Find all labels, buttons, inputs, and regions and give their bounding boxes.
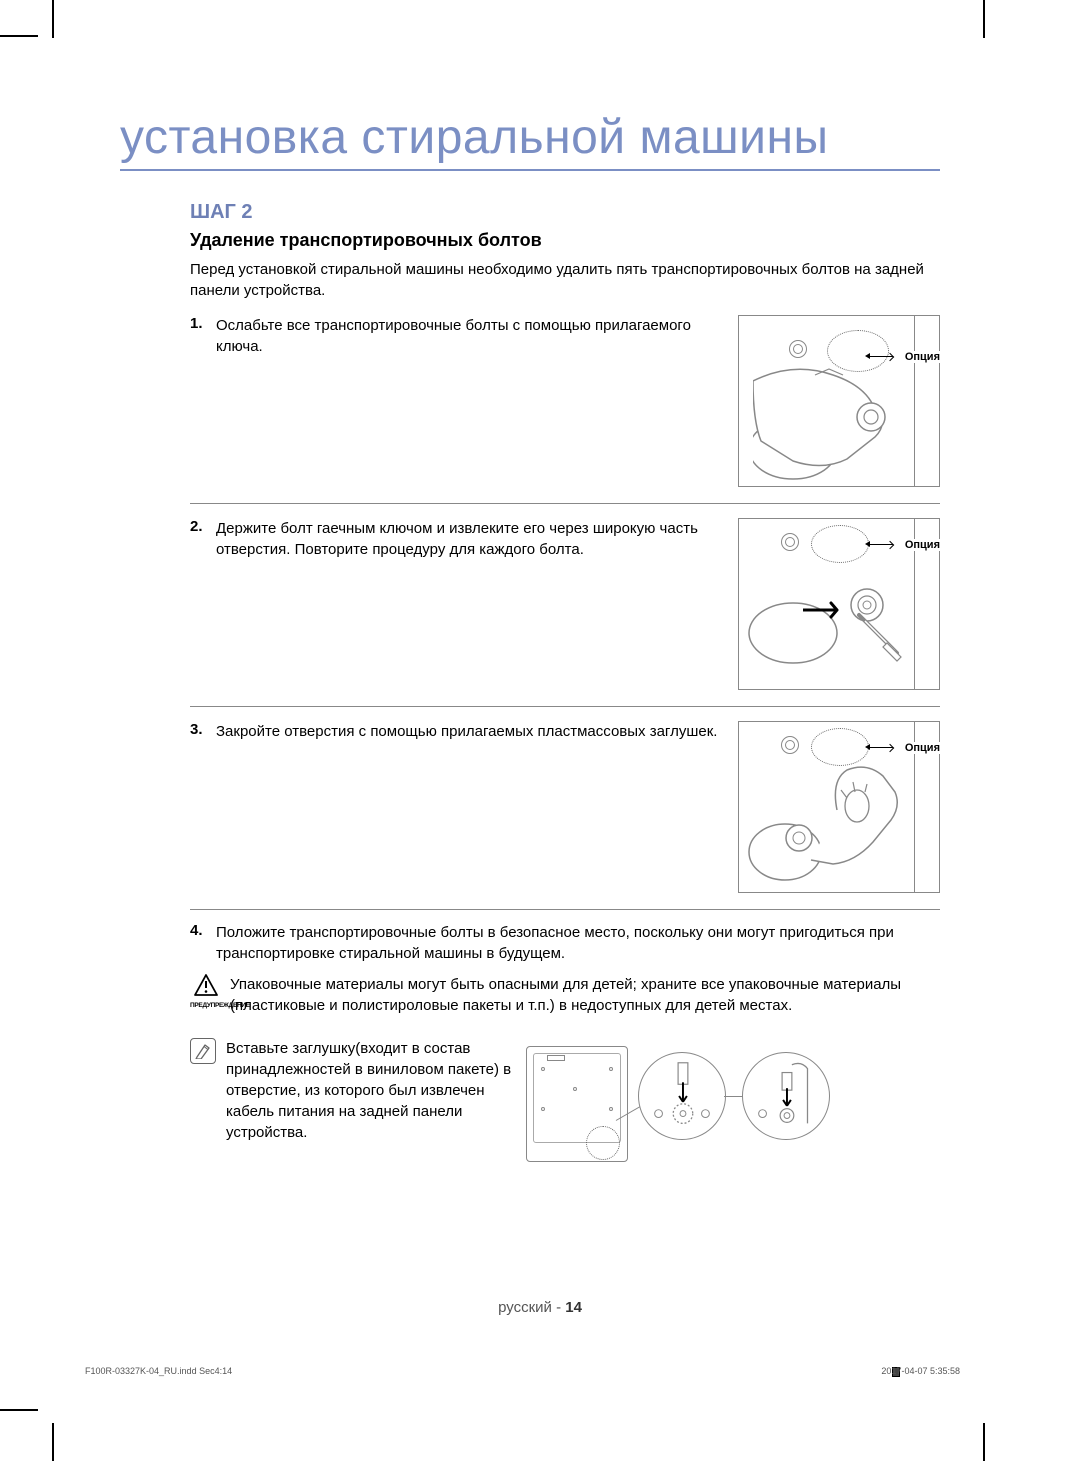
imprint-left: F100R-03327K-04_RU.indd Sec4:14 xyxy=(85,1366,232,1376)
step-row-3: 3. Закройте отверстия с помощью прилагае… xyxy=(190,721,940,893)
diagram-note xyxy=(526,1038,836,1168)
crop-mark xyxy=(52,1423,54,1461)
note-icon xyxy=(190,1038,216,1064)
list-number: 3. xyxy=(190,721,216,742)
divider xyxy=(190,503,940,504)
intro-text: Перед установкой стиральной машины необх… xyxy=(190,259,940,301)
step-row-1: 1. Ослабьте все транспортировочные болты… xyxy=(190,315,940,487)
footer-page-number: 14 xyxy=(565,1299,582,1316)
crop-mark xyxy=(983,1423,985,1461)
crop-mark xyxy=(0,1409,38,1411)
warning-icon: ПРЕДУПРЕЖДЕНИЕ xyxy=(190,974,222,1009)
diagram-step-2: Опция xyxy=(738,518,940,690)
list-number: 1. xyxy=(190,315,216,357)
note-text: Вставьте заглушку(входит в состав принад… xyxy=(226,1038,516,1143)
step-number-heading: ШАГ 2 xyxy=(190,201,940,224)
list-text: Положите транспортировочные болты в безо… xyxy=(216,922,940,964)
step-row-4: 4. Положите транспортировочные болты в б… xyxy=(190,922,940,964)
page-title: установка стиральной машины xyxy=(120,110,940,171)
step-row-2: 2. Держите болт гаечным ключом и извлеки… xyxy=(190,518,940,690)
divider xyxy=(190,706,940,707)
warning-caption: ПРЕДУПРЕЖДЕНИЕ xyxy=(190,1002,222,1009)
list-number: 4. xyxy=(190,922,216,964)
diagram-step-3: Опция xyxy=(738,721,940,893)
list-text: Ослабьте все транспортировочные болты с … xyxy=(216,315,718,357)
diagram-step-1: Опция xyxy=(738,315,940,487)
note-row: Вставьте заглушку(входит в состав принад… xyxy=(190,1038,940,1168)
option-label: Опция xyxy=(905,351,940,363)
divider xyxy=(190,909,940,910)
page-footer: русский - 14 xyxy=(0,1299,1080,1316)
page-content: установка стиральной машины ШАГ 2 Удален… xyxy=(120,110,940,1168)
content-block: ШАГ 2 Удаление транспортировочных болтов… xyxy=(190,201,940,1168)
warning-row: ПРЕДУПРЕЖДЕНИЕ Упаковочные материалы мог… xyxy=(190,974,940,1016)
list-number: 2. xyxy=(190,518,216,560)
section-subtitle: Удаление транспортировочных болтов xyxy=(190,230,940,251)
warning-text: Упаковочные материалы могут быть опасным… xyxy=(230,974,940,1016)
option-label: Опция xyxy=(905,539,940,551)
option-label: Опция xyxy=(905,742,940,754)
list-text: Закройте отверстия с помощью прилагаемых… xyxy=(216,721,717,742)
crop-mark xyxy=(0,35,38,37)
imprint-right: 2017-04-07 5:35:58 xyxy=(881,1366,960,1376)
list-text: Держите болт гаечным ключом и извлеките … xyxy=(216,518,718,560)
crop-mark xyxy=(52,0,54,38)
crop-mark xyxy=(983,0,985,38)
footer-language: русский - xyxy=(498,1299,565,1316)
